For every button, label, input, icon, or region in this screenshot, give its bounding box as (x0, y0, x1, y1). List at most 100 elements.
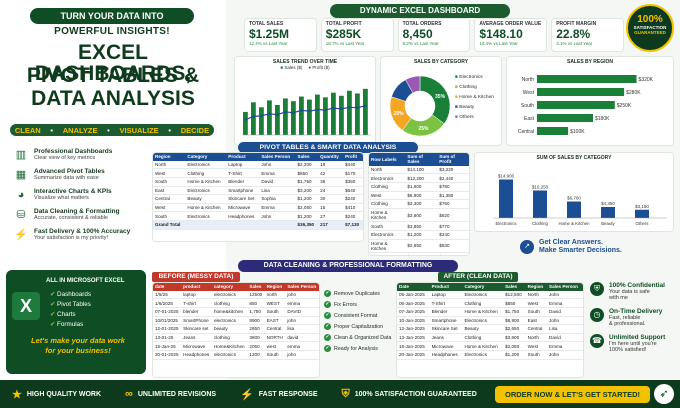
region-label: East (524, 116, 535, 122)
table-cell: beauty (211, 324, 248, 334)
table-row: 12-01-2025 Skincare set beauty 2650 Central l… (153, 324, 319, 334)
trend-profit-point (356, 106, 359, 109)
footer-revisions: ∞ UNLIMITED REVISIONS (125, 388, 217, 400)
trend-profit-point (284, 110, 287, 114)
feature-list: ▥ Professional Dashboards Clear view of k… (14, 148, 214, 242)
table-cell: SmartPhone (181, 316, 212, 326)
table-row: 07-Jan-2025 Blender Home & Kitchen $1,750 So… (397, 307, 583, 317)
table-cell: north (264, 290, 286, 300)
table-cell: home&kitchen (211, 307, 248, 317)
table-icon: ▦ (15, 169, 27, 181)
excel-box: X ALL IN MICROSOFT EXCEL ✔ Dashboards ✔ … (6, 270, 146, 374)
table-row: Central Beauty Skincare Set Sophia $1,200 30 $… (153, 194, 363, 204)
table-cell: electronics (211, 316, 248, 326)
table-cell: 15 (318, 203, 344, 213)
trend-profit-point (300, 109, 303, 112)
cleaning-steps: ✓ Remove Duplicates ✓ Fix Errors ✓ Consiste… (324, 290, 396, 356)
table-header: Region (525, 283, 548, 291)
table-header: Category (185, 153, 227, 161)
step-capitalization: ✓ Proper Capitalization (324, 323, 384, 330)
benefits: ⛨ 100% Confidential Your data is safe with… (590, 282, 678, 360)
slice-label: 35% (435, 94, 446, 100)
table-row: Clothing $1,900 $780 (369, 182, 469, 192)
benefit-delivery: ◷ On-Time Delivery Fast, reliable & profes… (590, 308, 678, 327)
region-bar (537, 75, 637, 83)
table-cell: WEST (264, 298, 286, 308)
table-cell: North (153, 160, 186, 170)
table-cell: Blender (226, 177, 260, 187)
table-cell: 27 (318, 211, 344, 221)
table-cell: John (259, 160, 296, 170)
table-cell: 15-Jan-2025 (397, 341, 430, 351)
trend-chart-title: SALES TREND OVER TIME (272, 59, 338, 65)
table-cell: $620 (437, 208, 469, 223)
table-cell: $3,600 (503, 333, 526, 343)
table-cell: $1,200 (503, 350, 526, 360)
benefit-confidential: ⛨ 100% Confidential Your data is safe with… (590, 282, 678, 301)
table-cell: South (369, 221, 406, 231)
table-cell: 12-01-2025 (153, 324, 182, 334)
table-cell: $36,350 (295, 220, 319, 230)
trend-profit-point (332, 106, 335, 110)
table-cell: $2,200 (295, 160, 319, 170)
trend-chart-svg (243, 88, 371, 136)
table-row: 20-01-2025 Headphones electronics 1200 South… (153, 350, 319, 360)
step-fix-errors: ✓ Fix Errors (324, 301, 357, 308)
table-cell (259, 220, 296, 230)
category-bar-panel: SUM OF SALES BY CATEGORY $14,900 Electron… (474, 152, 674, 232)
region-bar (537, 101, 615, 109)
table-row: 1/5/25 laptop electronics 12500 north john (153, 290, 319, 300)
table-cell: Smartphone (226, 186, 260, 196)
kpi-total-profit: TOTAL PROFIT $285K 18.7% vs Last Year (320, 18, 394, 52)
category-value-label: $6,700 (567, 196, 581, 201)
table-cell: Electronics (462, 316, 504, 326)
table-cell: $2,130 (437, 252, 469, 255)
region-value-label: $320K (639, 77, 654, 83)
category-bar (635, 209, 649, 218)
feature-sub: Visualize what matters (34, 195, 89, 201)
table-cell: $2,050 (503, 341, 526, 351)
table-row: North Electronics Laptop John $2,200 18 $440 (153, 160, 363, 170)
feature-title: Advanced Pivot Tables (34, 168, 105, 175)
trend-profit-point (244, 118, 247, 121)
table-cell: Electronics (462, 290, 504, 300)
lightning-icon: ⚡ (14, 229, 28, 241)
table-row: South Home & Kitchen Blender David $1,750 35 $… (153, 177, 363, 187)
table-cell: $410 (343, 203, 363, 213)
badge-visualize: VISUALIZE (119, 125, 159, 135)
table-cell: Electronics (185, 211, 227, 221)
chart-growth-icon: ↗ (520, 240, 534, 254)
trend-sales-bar (331, 92, 336, 135)
excel-logo-icon: X (12, 292, 40, 320)
before-table: date product category Sales Region Sales Pers… (153, 283, 319, 360)
trend-profit-point (268, 112, 271, 116)
slice-label: 25% (419, 126, 430, 132)
table-cell: Smartphone (429, 316, 463, 326)
table-header: Quantity (318, 153, 344, 161)
table-cell: electronics (211, 350, 248, 360)
table-row: Clothing $3,300 $760 (369, 199, 469, 209)
category-bar (533, 190, 547, 218)
region-bar (537, 88, 625, 96)
table-cell: West (153, 168, 186, 178)
table-cell: Clothing (369, 199, 406, 209)
legend-item: ■ Home & Kitchen (455, 95, 494, 100)
table-cell: lisa (285, 324, 319, 334)
table-row: Electronics $1,200 $240 (369, 230, 469, 240)
table-cell: 2650 (247, 324, 265, 334)
table-cell: Electronics (185, 186, 227, 196)
table-cell: 35 (318, 177, 344, 187)
category-tick-label: Home & Kitchen (558, 221, 590, 226)
excel-item: ✔ Charts (50, 311, 76, 318)
table-cell: West (369, 191, 406, 201)
excel-item: ✔ Formulas (50, 321, 84, 328)
database-icon: ⛁ (16, 209, 26, 221)
table-cell: Electronics (462, 350, 504, 360)
table-cell: Clothing (369, 182, 406, 192)
legend-item: ■ Beauty (455, 105, 475, 110)
order-now-button[interactable]: ORDER NOW & LET'S GET STARTED! (495, 385, 650, 403)
table-cell: 42 (318, 168, 344, 178)
table-row: South Electronics Headphones John $1,200 27 $2… (153, 211, 363, 221)
table-row: 06-Jan-2025 T-Shirt Clothing $850 West Emma (397, 298, 583, 308)
table-cell: Headphones (429, 350, 463, 360)
